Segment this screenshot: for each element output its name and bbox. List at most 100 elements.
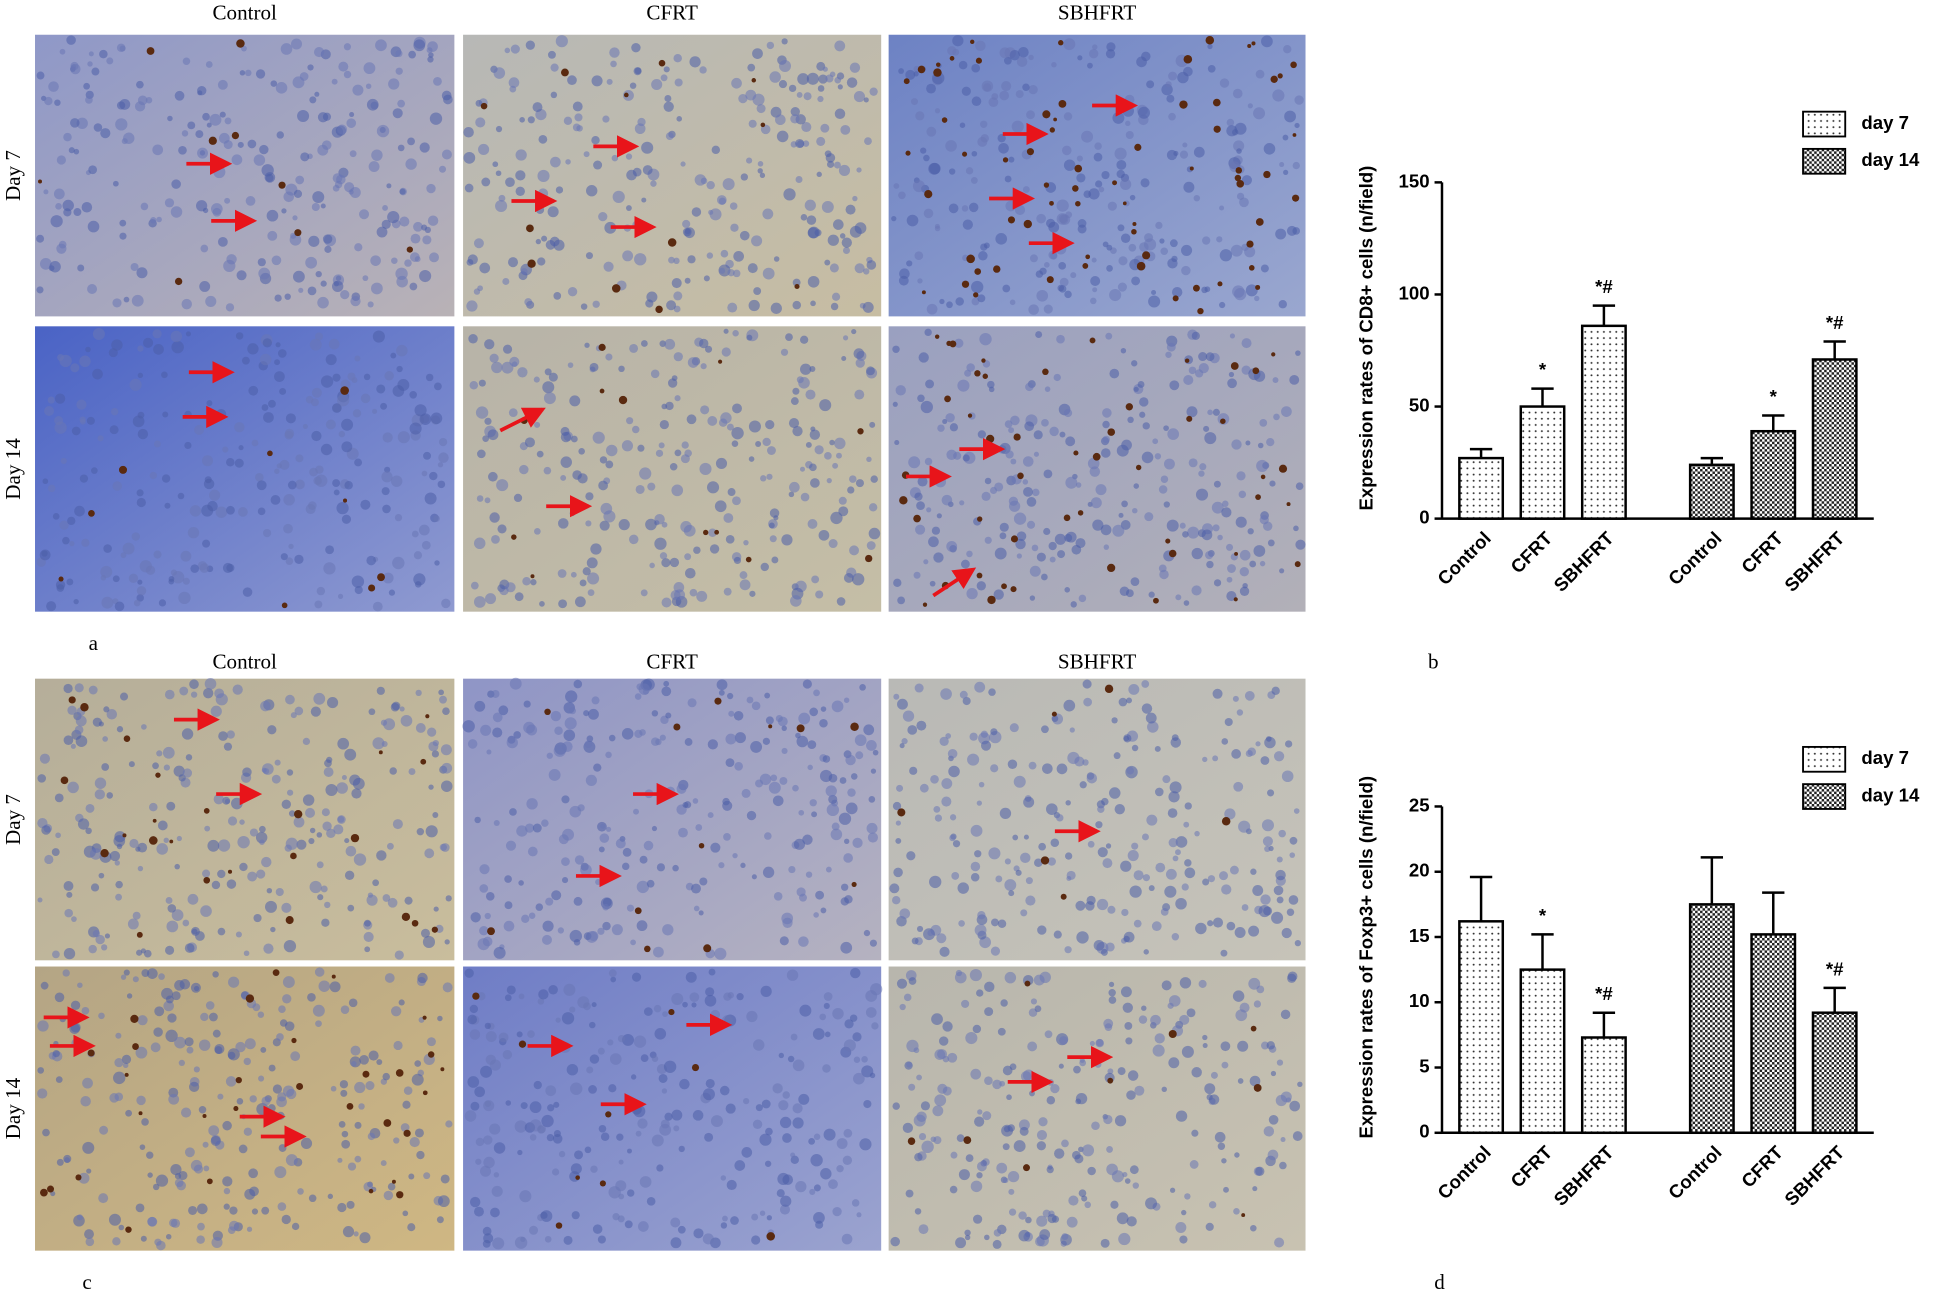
cell [1187, 1008, 1196, 1017]
cell [844, 1039, 856, 1051]
cell [1214, 579, 1221, 586]
cell [396, 50, 403, 57]
cell [1066, 532, 1077, 543]
cell [101, 597, 113, 609]
stained-cell [1123, 201, 1127, 205]
cell [445, 939, 450, 944]
stained-cell [987, 596, 995, 604]
cell [656, 450, 663, 457]
cell [1090, 466, 1100, 476]
cell [1064, 112, 1072, 120]
cell [336, 502, 348, 514]
cell [488, 429, 499, 440]
cell [991, 93, 998, 100]
cell [826, 867, 832, 873]
cell [276, 888, 284, 896]
cell [1155, 788, 1164, 797]
cell [641, 198, 646, 203]
cell [350, 150, 357, 157]
cell [194, 986, 199, 991]
cell [496, 126, 502, 132]
cell [346, 118, 356, 128]
cell [340, 1080, 348, 1088]
cell [1124, 1022, 1132, 1030]
cell [1044, 469, 1053, 478]
cell [616, 1134, 623, 1141]
cell [1144, 949, 1149, 954]
cell [1213, 917, 1223, 927]
cell [1014, 1140, 1026, 1152]
cell [873, 750, 879, 756]
cell [393, 1041, 402, 1050]
cell [1080, 781, 1087, 788]
cell [147, 1172, 152, 1177]
cell [984, 982, 994, 992]
cell [49, 261, 60, 272]
cell [1285, 740, 1292, 747]
cell [1105, 333, 1112, 340]
cell [1279, 162, 1284, 167]
cell [798, 810, 804, 816]
cell [256, 69, 265, 78]
cell [340, 1090, 347, 1097]
cell [1264, 143, 1276, 155]
cell [660, 420, 669, 429]
cell [1035, 1005, 1042, 1012]
cell [843, 335, 848, 340]
cell [1106, 1146, 1113, 1153]
cell [977, 1161, 987, 1171]
stained-cell [147, 47, 155, 55]
cell [323, 234, 332, 243]
cell [162, 474, 170, 482]
cell [480, 1166, 491, 1177]
cell [183, 578, 190, 585]
cell [924, 209, 934, 219]
cell [591, 136, 599, 144]
error-bar [1593, 1013, 1615, 1038]
cell [1167, 520, 1179, 532]
cell [652, 826, 657, 831]
stained-cell [1142, 251, 1150, 259]
cell [664, 339, 675, 350]
cell [740, 863, 745, 868]
cell [714, 948, 726, 960]
cell [641, 1054, 649, 1062]
cell [354, 1082, 365, 1093]
cell [779, 60, 791, 72]
cell [474, 1207, 484, 1217]
cell [164, 838, 169, 843]
stained-cell [1179, 100, 1187, 108]
cell [831, 303, 838, 310]
stained-cell [100, 849, 108, 857]
cell [41, 825, 51, 835]
x-tick-label: CFRT [1737, 1141, 1787, 1191]
cell [1166, 869, 1177, 880]
cell [899, 908, 910, 919]
cell [55, 203, 62, 210]
cell [618, 1215, 625, 1222]
cell [1164, 886, 1176, 898]
cell [98, 1193, 108, 1203]
cell [1065, 477, 1077, 489]
cell [147, 1217, 157, 1227]
cell [419, 270, 431, 282]
cell [560, 475, 566, 481]
cell [317, 297, 329, 309]
cell [585, 520, 591, 526]
cell [1255, 1167, 1264, 1176]
cell [562, 877, 568, 883]
cell [404, 259, 411, 266]
cell [486, 1031, 497, 1042]
cell [1282, 770, 1294, 782]
row-label: Day 14 [1, 438, 25, 500]
cell [961, 1000, 969, 1008]
cell [483, 1100, 494, 1111]
cell [82, 1142, 94, 1154]
cell [923, 155, 929, 161]
cell [1088, 841, 1095, 848]
cell [135, 101, 145, 111]
cell [782, 748, 788, 754]
cell [256, 870, 265, 879]
cell [1020, 1127, 1029, 1136]
cell [707, 252, 713, 258]
